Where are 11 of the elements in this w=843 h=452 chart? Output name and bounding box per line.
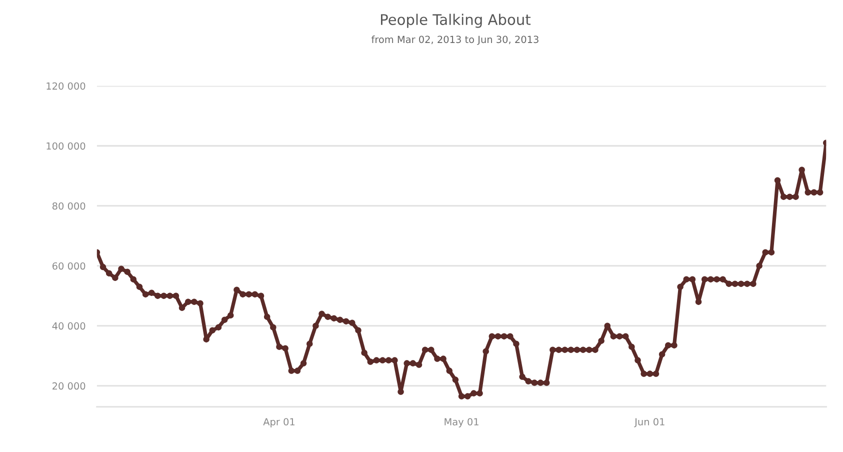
y-tick-label: 40 000: [52, 322, 86, 330]
x-tick-label: Apr 01: [263, 418, 294, 428]
y-tick-label: 80 000: [52, 202, 86, 210]
y-tick-label: 100 000: [46, 142, 86, 150]
chart-title: People Talking About: [380, 14, 531, 28]
y-tick-label: 20 000: [52, 382, 86, 390]
y-tick-label: 60 000: [52, 262, 86, 270]
x-tick-label: Jun 01: [634, 418, 664, 428]
chart-subtitle: from Mar 02, 2013 to Jun 30, 2013: [371, 36, 538, 45]
y-tick-label: 120 000: [46, 82, 86, 90]
x-tick-label: May 01: [444, 418, 478, 428]
